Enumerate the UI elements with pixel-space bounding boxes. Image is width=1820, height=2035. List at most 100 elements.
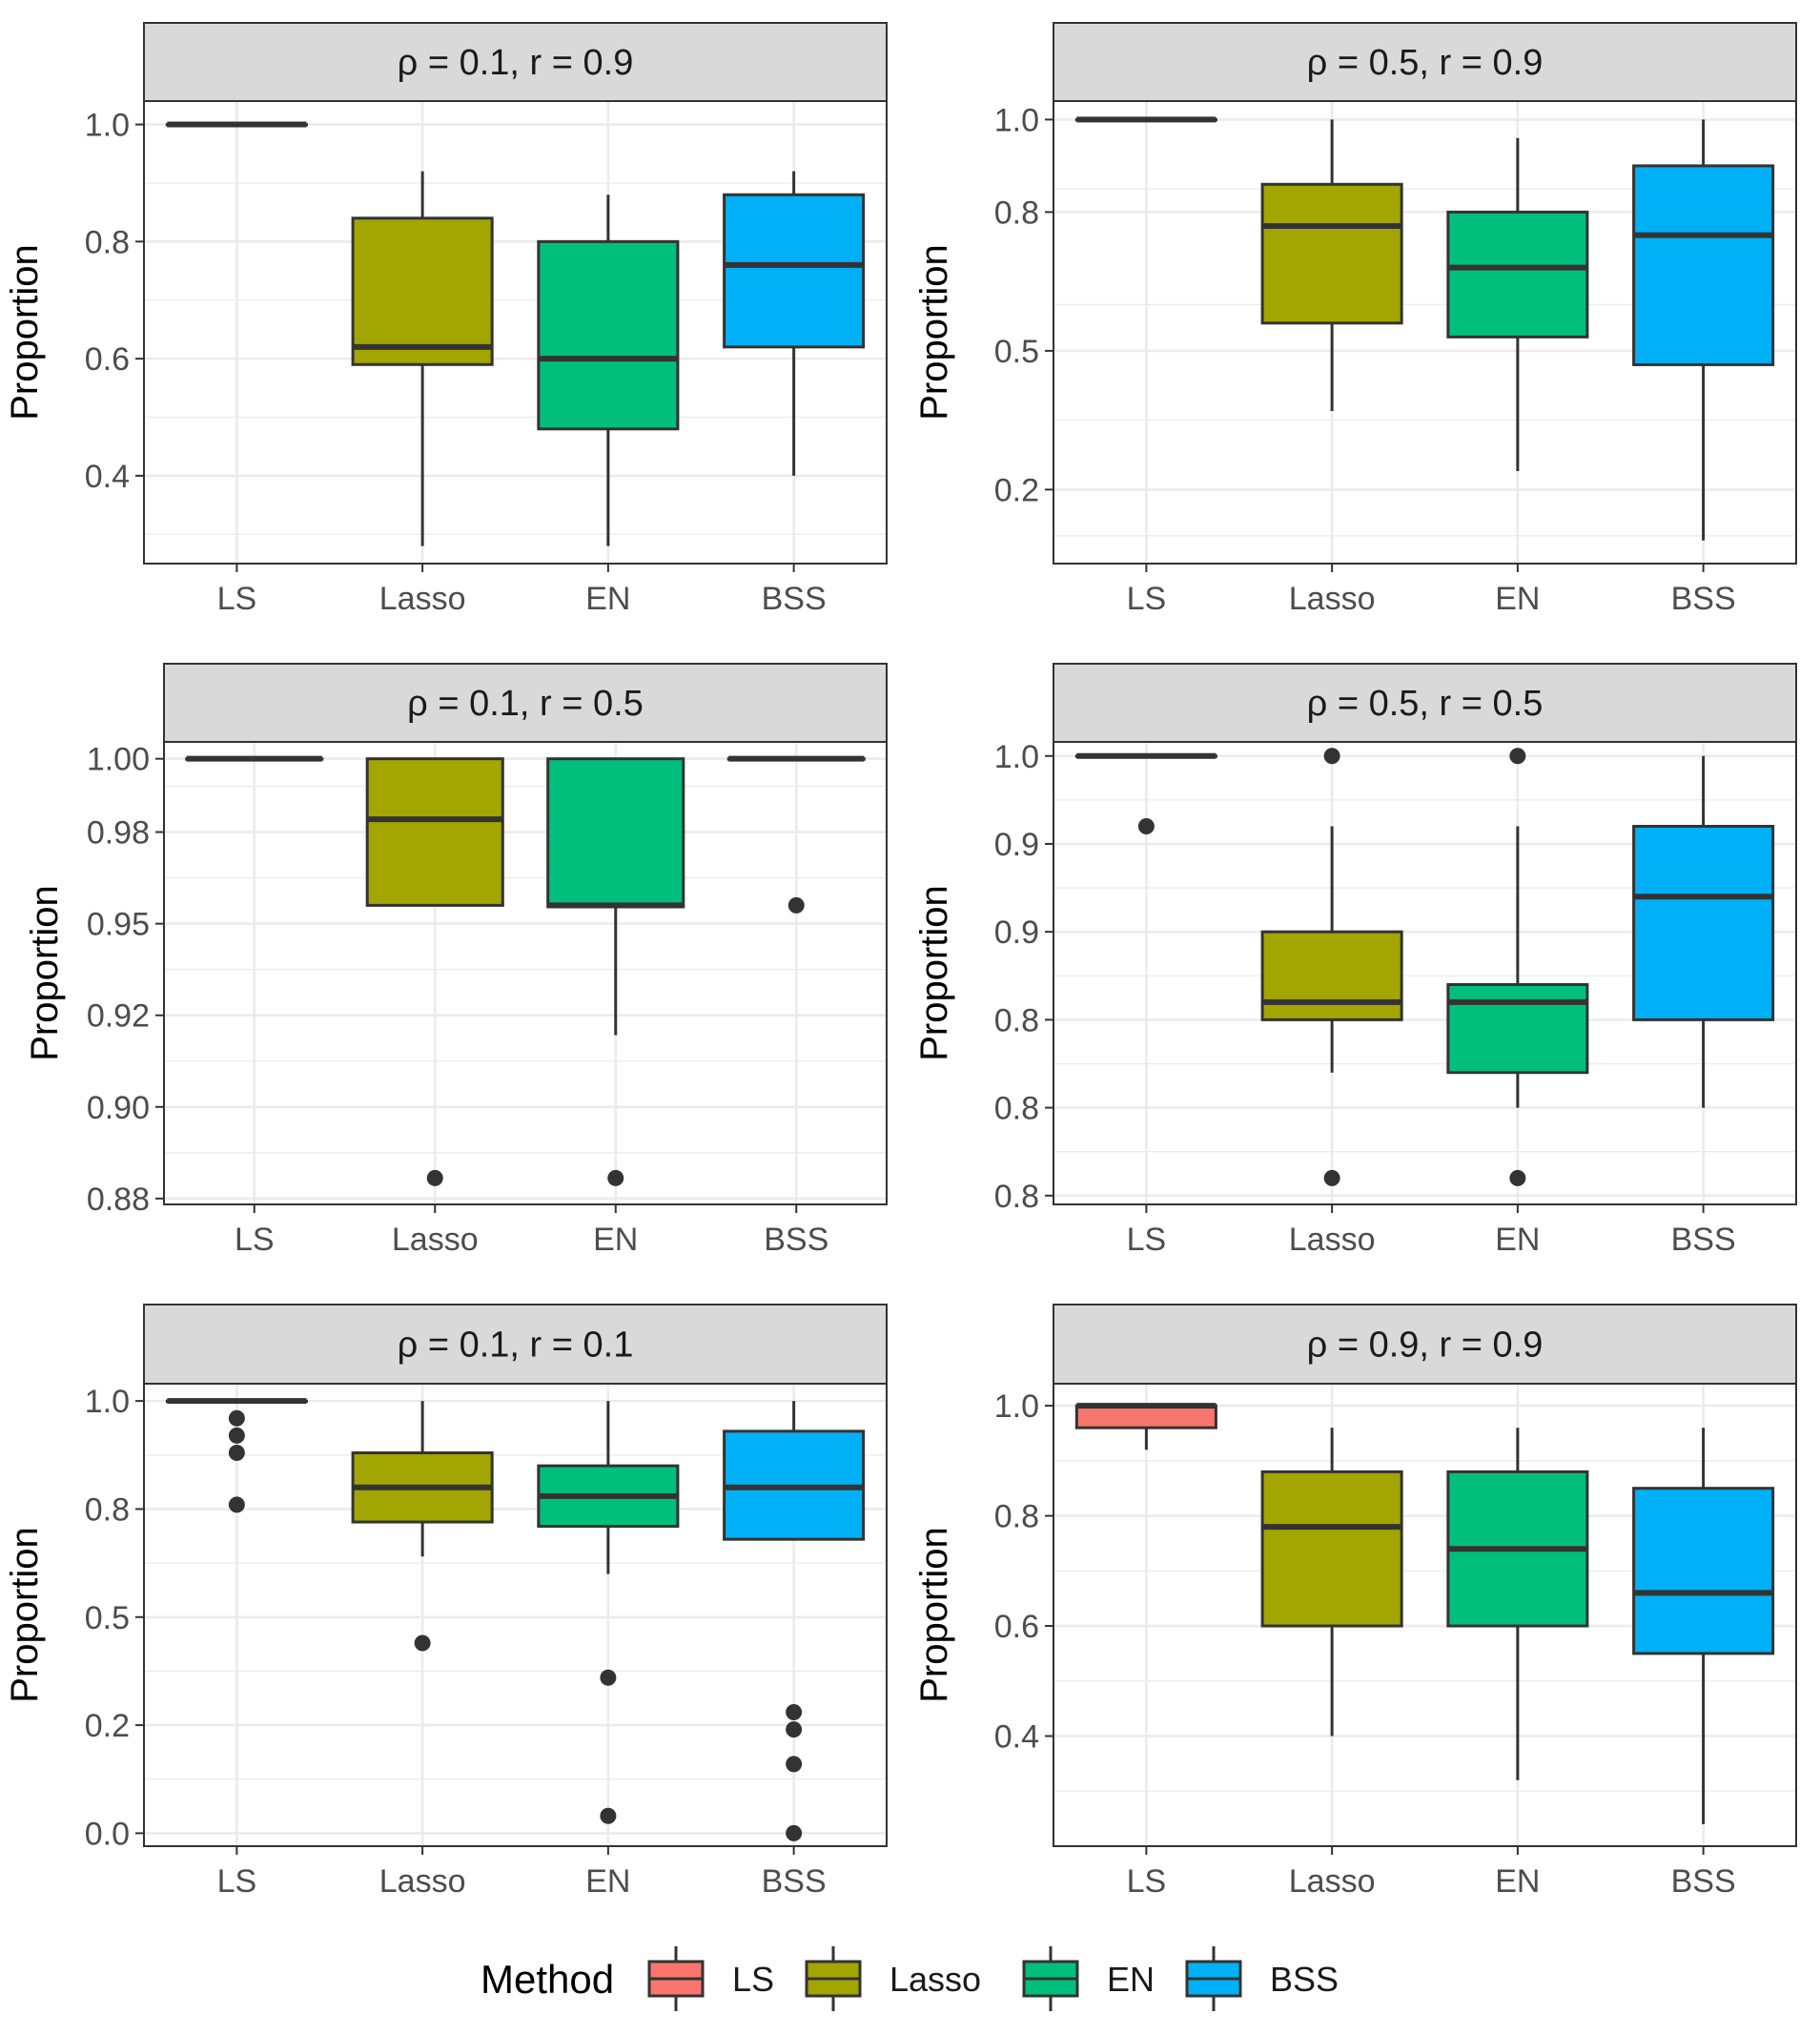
facet-strip-label: ρ = 0.5, r = 0.5 (1307, 684, 1544, 724)
legend-label: EN (1107, 1960, 1155, 1999)
y-tick-label: 1.0 (85, 1384, 130, 1420)
outlier-point (1137, 818, 1155, 835)
box-lasso (365, 757, 504, 1186)
box-en (1446, 137, 1589, 471)
y-axis-label: Proportion (913, 1527, 955, 1703)
x-tick-label: EN (1495, 1863, 1540, 1900)
outlier-point (786, 1703, 803, 1720)
box-bss (723, 171, 866, 476)
y-tick-label: 0.90 (87, 1090, 150, 1126)
legend-item-en: EN (1022, 1946, 1155, 2011)
x-tick-label: EN (1495, 1222, 1540, 1258)
outlier-point (1323, 748, 1340, 765)
x-tick-label: Lasso (1289, 581, 1376, 617)
x-tick-label: BSS (762, 1863, 827, 1900)
outlier-point (1509, 1169, 1526, 1186)
panel-4: 0.8 0.8 0.8 0.9 0.9 1.0 LS Lasso EN BSS ρ = 0.5, r… (913, 663, 1797, 1258)
box-ls (1074, 752, 1217, 835)
y-tick-label: 1.00 (87, 742, 150, 778)
y-tick-label: 0.5 (994, 334, 1039, 370)
outlier-point (600, 1807, 617, 1824)
box-lasso (1260, 119, 1403, 411)
box-iqr (365, 757, 504, 907)
y-tick-label: 0.8 (994, 195, 1039, 231)
box-lasso (1260, 1428, 1403, 1737)
box-iqr (1632, 825, 1775, 1021)
box-bss (723, 1401, 866, 1841)
y-tick-label: 0.8 (994, 1499, 1039, 1535)
y-tick-label: 0.2 (85, 1708, 130, 1744)
box-ls (1074, 116, 1217, 123)
box-iqr (1632, 1487, 1775, 1655)
legend-item-bss: BSS (1185, 1946, 1339, 2011)
outlier-point (600, 1669, 617, 1686)
facet-strip (1053, 663, 1797, 743)
y-tick-label: 1.0 (85, 108, 130, 144)
box-ls (1074, 1403, 1217, 1450)
box-iqr (351, 216, 494, 366)
box-iqr (1260, 1470, 1403, 1628)
x-tick-label: LS (1127, 1222, 1167, 1258)
x-tick-label: EN (1495, 581, 1540, 617)
legend-title: Method (481, 1957, 614, 2002)
x-tick-label: BSS (1671, 1222, 1736, 1258)
box-iqr (723, 193, 866, 349)
outlier-point (228, 1496, 245, 1513)
y-tick-label: 0.0 (85, 1816, 130, 1852)
facet-strip (1053, 1304, 1797, 1385)
x-tick-label: LS (217, 581, 257, 617)
x-tick-label: EN (585, 581, 630, 617)
x-tick-label: BSS (762, 581, 827, 617)
box-iqr (1260, 182, 1403, 325)
box-iqr (546, 757, 685, 909)
x-tick-label: LS (235, 1222, 275, 1258)
outlier-point (426, 1169, 443, 1186)
box-ls (165, 121, 308, 128)
facet-strip-label: ρ = 0.1, r = 0.5 (407, 684, 644, 724)
x-tick-label: Lasso (392, 1222, 479, 1258)
facet-strip (163, 663, 888, 743)
y-tick-label: 0.8 (994, 1179, 1039, 1215)
box-iqr (1446, 982, 1589, 1075)
box-bss (726, 755, 866, 914)
y-tick-label: 0.6 (994, 1609, 1039, 1645)
y-tick-label: 0.5 (85, 1600, 130, 1636)
box-en (546, 757, 685, 1186)
box-en (1446, 1428, 1589, 1780)
y-axis-label: Proportion (913, 244, 955, 421)
box-en (537, 1401, 680, 1824)
box-en (1446, 748, 1589, 1186)
outlier-point (228, 1427, 245, 1444)
y-axis-label: Proportion (913, 885, 955, 1061)
x-tick-label: Lasso (379, 1863, 466, 1900)
outlier-point (787, 896, 805, 914)
box-ls (165, 1398, 308, 1513)
box-lasso (351, 171, 494, 546)
y-tick-label: 0.4 (994, 1719, 1039, 1756)
y-tick-label: 1.0 (994, 1388, 1039, 1425)
facet-strip-label: ρ = 0.9, r = 0.9 (1307, 1326, 1544, 1366)
legend-item-lasso: Lasso (805, 1946, 981, 2011)
outlier-point (607, 1169, 624, 1186)
x-tick-label: EN (593, 1222, 638, 1258)
legend: Method LS Lasso EN BSS (481, 1946, 1339, 2011)
panel-6: 0.4 0.6 0.8 1.0 LS Lasso EN BSS ρ = 0.9, r = 0.9… (913, 1304, 1797, 1900)
facet-strip (143, 22, 888, 102)
box-iqr (1446, 210, 1589, 339)
facet-strip-label: ρ = 0.1, r = 0.1 (398, 1326, 634, 1366)
x-tick-label: BSS (1671, 581, 1736, 617)
x-tick-label: Lasso (1289, 1863, 1376, 1900)
x-tick-label: EN (585, 1863, 630, 1900)
y-tick-label: 0.92 (87, 998, 150, 1035)
x-tick-label: Lasso (379, 581, 466, 617)
y-axis-label: Proportion (4, 244, 46, 421)
y-axis-label: Proportion (24, 885, 66, 1061)
y-tick-label: 1.0 (994, 739, 1039, 775)
y-tick-label: 0.4 (85, 459, 130, 495)
x-tick-label: LS (1127, 1863, 1167, 1900)
box-bss (1632, 119, 1775, 541)
x-tick-label: LS (217, 1863, 257, 1900)
legend-label: LS (732, 1960, 774, 1999)
outlier-point (414, 1634, 431, 1652)
